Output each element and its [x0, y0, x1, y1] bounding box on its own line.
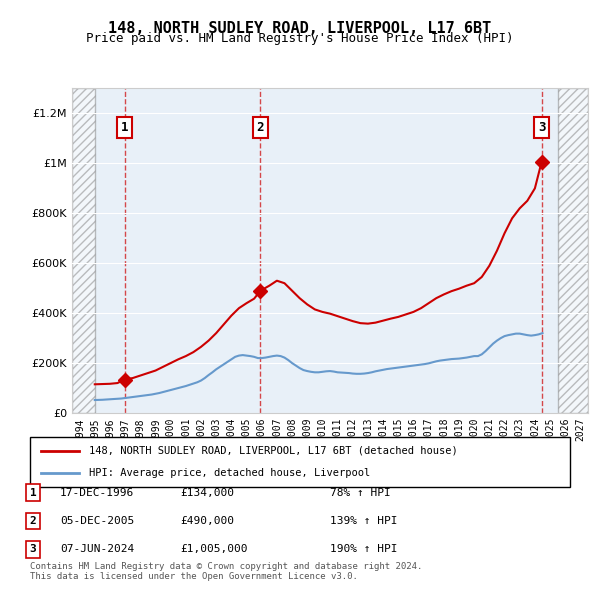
- Text: Price paid vs. HM Land Registry's House Price Index (HPI): Price paid vs. HM Land Registry's House …: [86, 32, 514, 45]
- Text: 148, NORTH SUDLEY ROAD, LIVERPOOL, L17 6BT: 148, NORTH SUDLEY ROAD, LIVERPOOL, L17 6…: [109, 21, 491, 35]
- Text: 139% ↑ HPI: 139% ↑ HPI: [330, 516, 398, 526]
- Text: 190% ↑ HPI: 190% ↑ HPI: [330, 545, 398, 554]
- Text: 78% ↑ HPI: 78% ↑ HPI: [330, 488, 391, 497]
- Text: HPI: Average price, detached house, Liverpool: HPI: Average price, detached house, Live…: [89, 468, 371, 478]
- Text: £1,005,000: £1,005,000: [180, 545, 248, 554]
- Text: 3: 3: [538, 121, 545, 134]
- Text: 1: 1: [121, 121, 128, 134]
- FancyBboxPatch shape: [30, 437, 570, 487]
- Text: £134,000: £134,000: [180, 488, 234, 497]
- Text: Contains HM Land Registry data © Crown copyright and database right 2024.
This d: Contains HM Land Registry data © Crown c…: [30, 562, 422, 581]
- Text: 07-JUN-2024: 07-JUN-2024: [60, 545, 134, 554]
- Text: 05-DEC-2005: 05-DEC-2005: [60, 516, 134, 526]
- Text: £490,000: £490,000: [180, 516, 234, 526]
- Text: 17-DEC-1996: 17-DEC-1996: [60, 488, 134, 497]
- Text: 1: 1: [29, 488, 37, 497]
- Text: 148, NORTH SUDLEY ROAD, LIVERPOOL, L17 6BT (detached house): 148, NORTH SUDLEY ROAD, LIVERPOOL, L17 6…: [89, 445, 458, 455]
- Text: 3: 3: [29, 545, 37, 554]
- Text: 2: 2: [257, 121, 264, 134]
- Text: 2: 2: [29, 516, 37, 526]
